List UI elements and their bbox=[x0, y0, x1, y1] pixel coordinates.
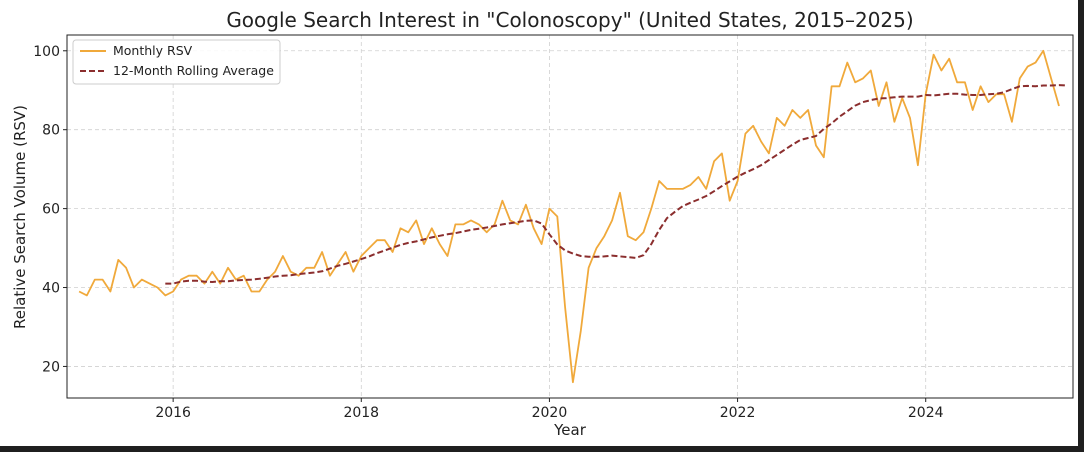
legend-label-monthly-rsv: Monthly RSV bbox=[113, 43, 193, 58]
legend: Monthly RSV 12-Month Rolling Average bbox=[72, 39, 281, 85]
y-tick-label: 40 bbox=[42, 281, 60, 297]
legend-label-rolling-average: 12-Month Rolling Average bbox=[113, 63, 274, 78]
series-line-rolling-average bbox=[165, 84, 1067, 285]
y-tick-label: 60 bbox=[42, 202, 60, 218]
plot-series bbox=[78, 49, 1067, 384]
y-axis-label: Relative Search Volume (RSV) bbox=[11, 105, 29, 329]
x-tick-label: 2016 bbox=[155, 405, 191, 421]
x-tick-label: 2018 bbox=[343, 405, 379, 421]
x-axis-label: Year bbox=[553, 421, 587, 439]
x-tick-label: 2020 bbox=[532, 405, 568, 421]
x-tick-label: 2022 bbox=[720, 405, 756, 421]
series-line-monthly-rsv bbox=[78, 49, 1060, 384]
plot-area-border bbox=[66, 34, 1074, 399]
y-tick-label: 80 bbox=[42, 123, 60, 139]
y-tick-label: 100 bbox=[33, 44, 60, 60]
legend-box bbox=[72, 39, 281, 85]
y-axis-ticks: 20 40 60 80 100 bbox=[33, 44, 67, 375]
grid bbox=[67, 35, 1073, 398]
chart-title: Google Search Interest in "Colonoscopy" … bbox=[226, 8, 913, 32]
y-tick-label: 20 bbox=[42, 359, 60, 375]
x-tick-label: 2024 bbox=[908, 405, 944, 421]
x-axis-ticks: 2016 2018 2020 2022 2024 bbox=[155, 398, 944, 421]
